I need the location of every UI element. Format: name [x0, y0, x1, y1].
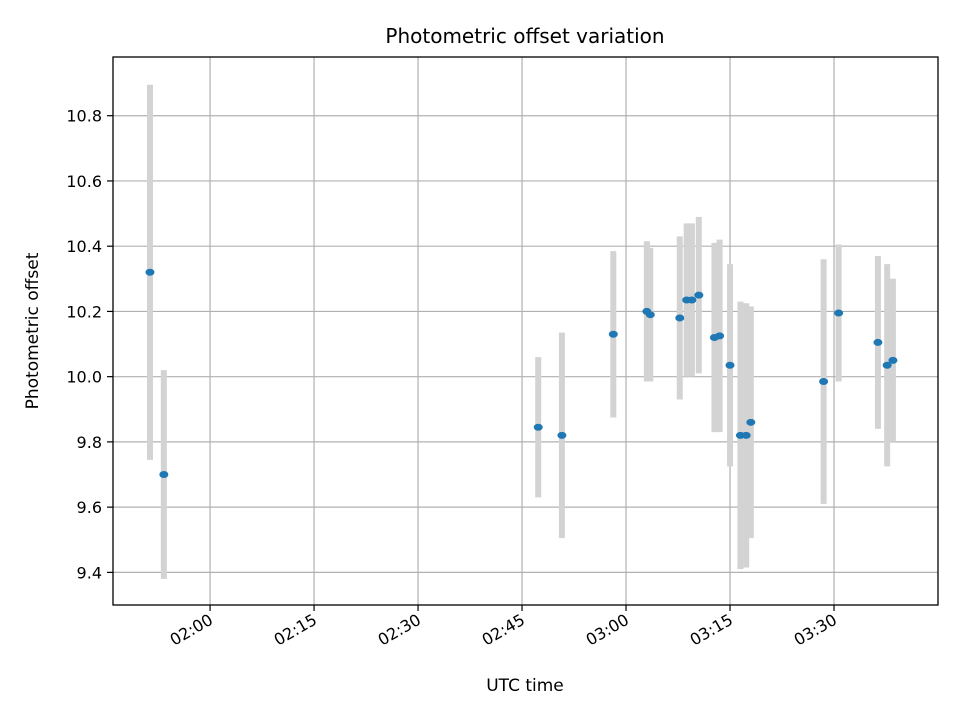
x-axis: 02:00 02:15 02:30 02:45 03:00 03:15 03:30 [167, 605, 840, 650]
data-point [159, 471, 169, 479]
data-point [746, 418, 756, 426]
data-point [533, 423, 543, 431]
x-tick-label: 02:30 [375, 610, 424, 650]
data-point [145, 268, 155, 276]
data-point [725, 361, 735, 369]
y-axis-label: Photometric offset [23, 252, 43, 409]
data-point [741, 431, 751, 439]
y-tick-label: 10.6 [66, 172, 102, 191]
x-tick-label: 02:15 [271, 610, 320, 650]
data-point [819, 378, 829, 386]
data-point [694, 291, 704, 299]
y-tick-label: 10.8 [66, 107, 102, 126]
chart-title: Photometric offset variation [385, 24, 664, 48]
grid [113, 57, 938, 605]
data-points [145, 268, 898, 479]
y-axis: 9.4 9.6 9.8 10.0 10.2 10.4 10.6 10.8 [66, 107, 113, 582]
data-point [687, 296, 697, 304]
x-axis-label: UTC time [486, 676, 564, 696]
data-point [715, 332, 725, 340]
data-point [608, 330, 618, 338]
x-tick-label: 03:00 [583, 610, 632, 650]
x-tick-label: 03:15 [687, 610, 736, 650]
x-tick-label: 02:00 [167, 610, 216, 650]
y-tick-label: 10.0 [66, 368, 102, 387]
data-point [675, 314, 685, 322]
data-point [873, 338, 883, 346]
y-tick-label: 10.4 [66, 237, 102, 256]
data-point [834, 309, 844, 317]
data-point [888, 356, 898, 364]
plot-frame [112, 56, 939, 606]
y-tick-label: 9.4 [77, 563, 102, 582]
data-point [882, 361, 892, 369]
y-tick-label: 9.6 [77, 498, 102, 517]
x-tick-label: 03:30 [791, 610, 840, 650]
data-point [645, 311, 655, 319]
y-tick-label: 10.2 [66, 302, 102, 321]
data-point [557, 431, 567, 439]
x-tick-label: 02:45 [479, 610, 528, 650]
y-tick-label: 9.8 [77, 433, 102, 452]
